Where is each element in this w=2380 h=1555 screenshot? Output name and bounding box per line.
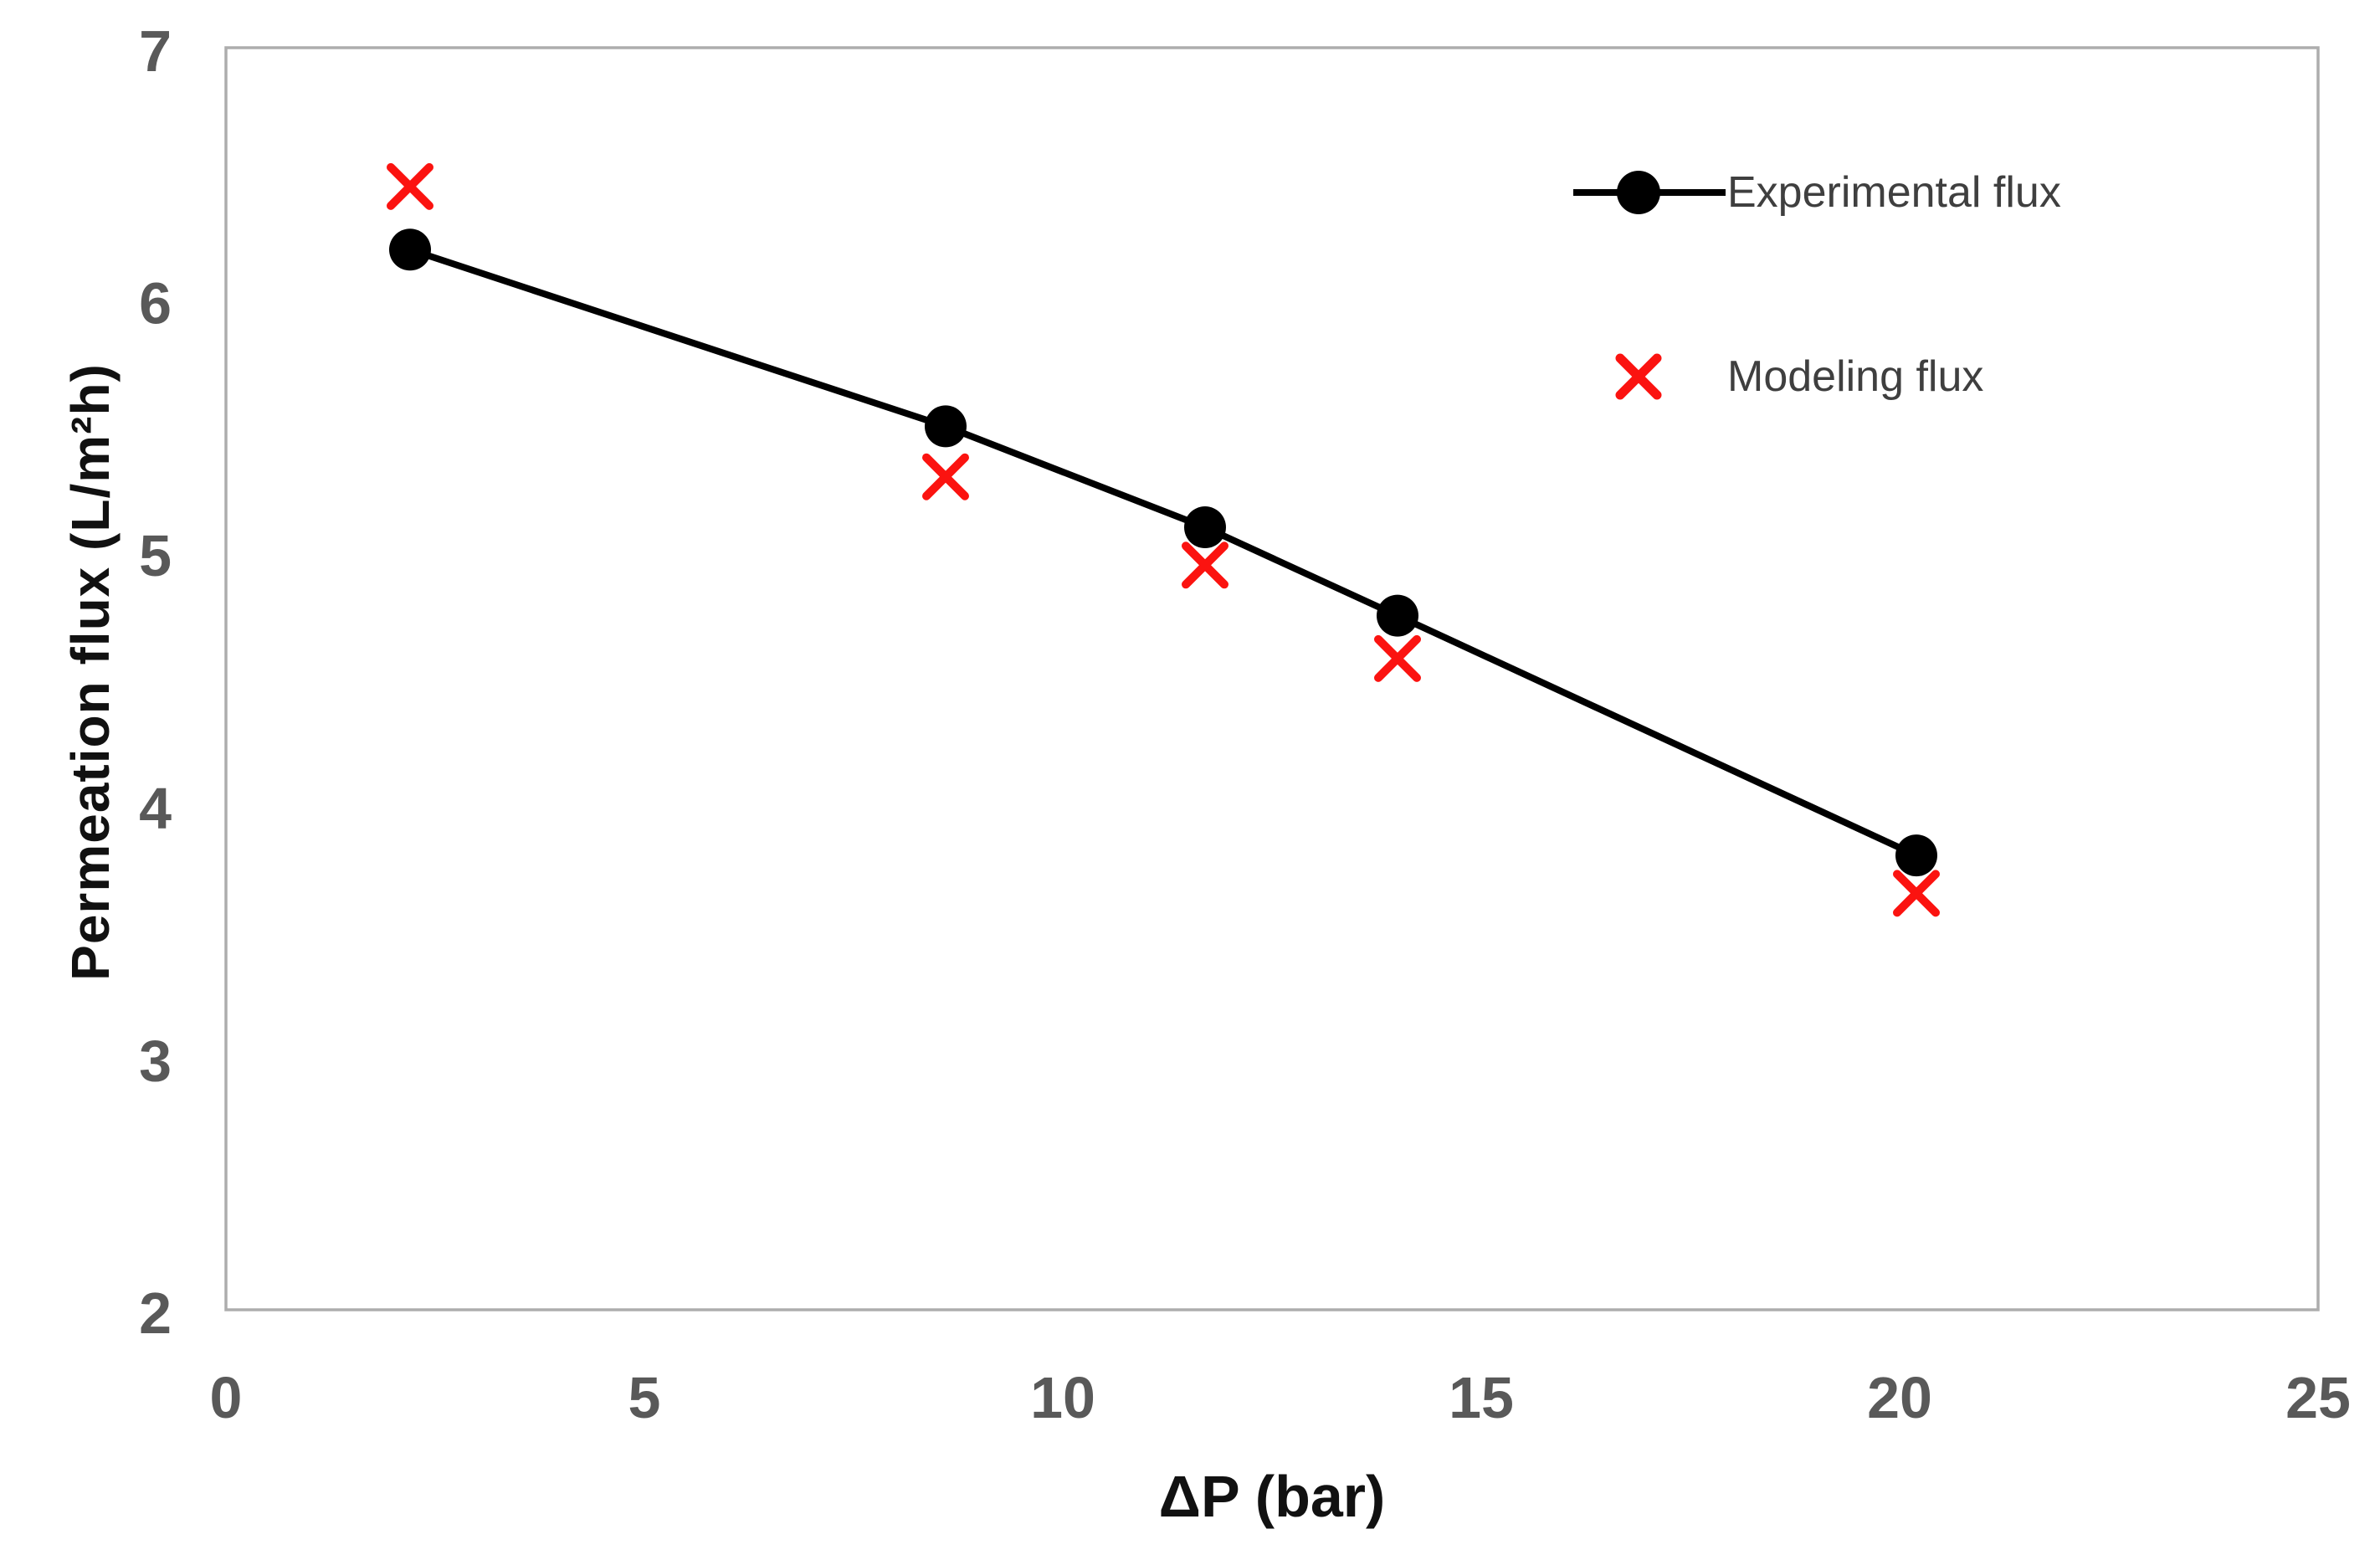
modeling-flux-point [387, 162, 433, 210]
x-tick-label: 10 [1030, 1365, 1095, 1430]
x-tick-label: 15 [1449, 1365, 1514, 1430]
experimental-flux-point [925, 405, 967, 448]
y-tick-label: 5 [139, 523, 172, 588]
legend-label-modeling: Modeling flux [1727, 352, 1984, 401]
plot-border [224, 46, 2320, 1311]
legend-item-experimental-flux: Experimental flux [1572, 141, 2061, 244]
x-tick-label: 5 [628, 1365, 661, 1430]
legend-label-experimental: Experimental flux [1727, 168, 2061, 217]
y-tick-label: 6 [139, 271, 172, 336]
experimental-flux-point [1377, 594, 1418, 637]
modeling-flux-point [1893, 870, 1940, 917]
y-tick-label: 4 [139, 776, 172, 841]
legend-item-modeling-flux: Modeling flux [1572, 325, 2061, 429]
modeling-flux-point [922, 453, 969, 500]
x-tick-label: 20 [1867, 1365, 1932, 1430]
modeling-flux-point [1182, 541, 1228, 589]
y-tick-label: 2 [139, 1280, 172, 1346]
x-axis-title: ΔP (bar) [1158, 1464, 1386, 1529]
y-tick-label: 3 [139, 1028, 172, 1093]
modeling-series-marker-icon [1615, 353, 1662, 400]
legend-x-sample [1615, 353, 1662, 400]
experimental-flux-point [1184, 506, 1226, 549]
experimental-series-marker-icon [1573, 171, 1726, 214]
experimental-flux-point [389, 228, 431, 271]
modeling-flux-point [1374, 634, 1421, 682]
legend-dot-sample [1617, 171, 1660, 214]
y-axis-title: Permeation flux (L/m²h) [60, 363, 121, 981]
legend: Experimental flux Modeling flux [1572, 141, 2061, 429]
experimental-flux-point [1895, 834, 1937, 877]
y-tick-label: 7 [139, 18, 172, 84]
x-tick-label: 25 [2285, 1365, 2351, 1430]
x-tick-label: 0 [210, 1365, 243, 1430]
